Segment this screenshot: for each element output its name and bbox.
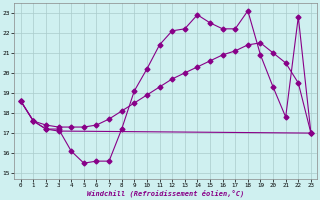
X-axis label: Windchill (Refroidissement éolien,°C): Windchill (Refroidissement éolien,°C) — [87, 190, 244, 197]
